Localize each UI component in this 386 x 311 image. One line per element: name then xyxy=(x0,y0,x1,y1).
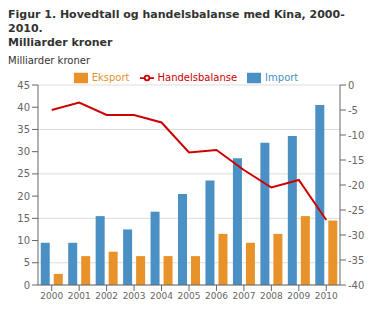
html-text:Eksport: Eksport xyxy=(91,72,130,83)
svg-text:2008: 2008 xyxy=(260,291,283,301)
svg-text:0: 0 xyxy=(348,80,354,91)
svg-text:2002: 2002 xyxy=(95,291,118,301)
svg-text:2005: 2005 xyxy=(178,291,201,301)
svg-text:-15: -15 xyxy=(348,155,364,166)
svg-text:5: 5 xyxy=(24,257,30,268)
svg-text:-10: -10 xyxy=(348,130,364,141)
html-text:Handelsbalanse: Handelsbalanse xyxy=(157,72,238,83)
svg-text:0: 0 xyxy=(24,280,30,291)
svg-text:2006: 2006 xyxy=(205,291,228,301)
html-text:Milliarder kroner: Milliarder kroner xyxy=(8,36,113,49)
svg-text:25: 25 xyxy=(17,168,30,179)
svg-text:-30: -30 xyxy=(348,230,364,241)
svg-text:2007: 2007 xyxy=(232,291,255,301)
svg-text:-25: -25 xyxy=(348,205,364,216)
svg-text:2004: 2004 xyxy=(150,291,173,301)
html-text:Import: Import xyxy=(265,72,299,83)
svg-text:20: 20 xyxy=(17,191,30,202)
svg-text:-40: -40 xyxy=(348,280,364,291)
svg-text:10: 10 xyxy=(17,235,30,246)
svg-text:2009: 2009 xyxy=(287,291,310,301)
svg-text:2000: 2000 xyxy=(40,291,63,301)
svg-text:-35: -35 xyxy=(348,255,364,266)
svg-text:45: 45 xyxy=(17,80,30,91)
svg-text:30: 30 xyxy=(17,146,30,157)
svg-text:2003: 2003 xyxy=(123,291,146,301)
html-text:Milliarder kroner: Milliarder kroner xyxy=(8,55,90,66)
svg-text:2001: 2001 xyxy=(68,291,91,301)
svg-text:35: 35 xyxy=(17,124,30,135)
svg-text:-5: -5 xyxy=(348,105,358,116)
svg-text:15: 15 xyxy=(17,213,30,224)
svg-text:-20: -20 xyxy=(348,180,364,191)
html-text:Figur 1. Hovedtall og handelsb: Figur 1. Hovedtall og handelsbalanse med… xyxy=(8,8,345,35)
svg-text:2010: 2010 xyxy=(315,291,338,301)
svg-text:40: 40 xyxy=(17,102,30,113)
